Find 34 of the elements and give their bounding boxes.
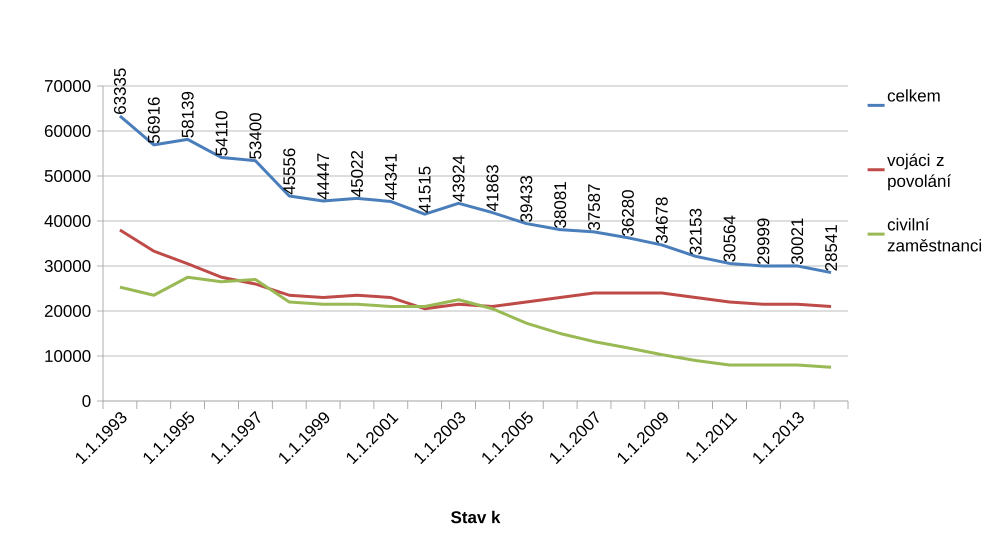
y-tick-label: 20000 [44,305,90,318]
y-tick-label: 50000 [44,170,90,182]
data-label: 44341 [384,154,397,200]
y-tick-label: 30000 [44,260,90,272]
data-label: 43924 [452,156,465,202]
legend-label: civilní zaměstnanci [888,218,982,252]
data-label: 56916 [148,97,160,144]
data-label: 38081 [554,182,566,228]
data-label: 45556 [283,148,296,194]
data-label: 36280 [622,190,634,236]
data-label: 30021 [791,218,804,264]
data-label: 30564 [723,216,736,262]
data-label: 39433 [520,176,532,222]
y-tick-label: 70000 [44,80,90,92]
y-tick-label: 60000 [44,125,90,138]
data-label: 45022 [350,150,363,197]
data-label: 34678 [656,197,668,244]
x-axis-title: Stav k [451,510,500,524]
data-label: 32153 [690,208,702,254]
data-label: 54110 [216,111,228,156]
data-label: 44447 [317,154,329,200]
legend-label: celkem [888,89,940,102]
data-label: 63335 [114,68,126,114]
data-label: 37587 [588,184,600,230]
data-label: 58139 [182,92,194,138]
data-label: 41863 [486,165,498,212]
y-tick-label: 0 [82,395,91,407]
data-label: 41515 [418,166,431,213]
data-label: 29999 [757,218,770,264]
y-tick-label: 40000 [44,215,90,228]
data-label: 53400 [249,113,262,159]
legend-label: vojáci z povolání [887,153,952,190]
y-tick-label: 10000 [45,350,90,362]
data-label: 28541 [825,225,838,271]
